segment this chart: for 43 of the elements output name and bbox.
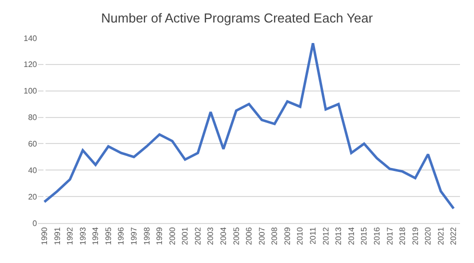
x-tick-label: 2012 <box>321 226 330 245</box>
x-tick-label: 2011 <box>308 226 318 244</box>
y-tick-label: 80 <box>28 113 38 122</box>
x-tick-label: 1995 <box>104 226 113 245</box>
x-tick-label: 1999 <box>155 226 164 245</box>
y-tick-label: 100 <box>24 86 38 96</box>
x-tick-label: 2017 <box>385 226 394 245</box>
x-tick-label: 2005 <box>232 226 241 245</box>
y-tick-label: 20 <box>28 192 38 202</box>
x-tick-label: 2002 <box>193 226 202 245</box>
x-tick-label: 2004 <box>219 226 228 245</box>
x-tick-label: 2001 <box>180 226 190 245</box>
x-tick-label: 2013 <box>334 226 344 245</box>
x-tick-label: 2022 <box>449 226 458 245</box>
y-tick-label: 140 <box>24 34 38 43</box>
y-tick-label: 0 <box>32 218 38 228</box>
x-tick-label: 1990 <box>40 226 49 245</box>
x-tick-label: 1994 <box>91 226 100 245</box>
x-tick-label: 2020 <box>424 226 433 245</box>
x-tick-label: 2010 <box>296 226 305 245</box>
x-tick-label: 2015 <box>360 226 369 245</box>
x-tick-label: 2000 <box>168 226 177 245</box>
x-tick-label: 2019 <box>410 226 420 245</box>
x-tick-label: 1998 <box>142 226 152 245</box>
y-tick-label: 60 <box>28 140 38 149</box>
x-tick-label: 2016 <box>372 226 382 245</box>
x-tick-label: 2007 <box>257 226 266 245</box>
line-series <box>43 42 455 210</box>
x-tick-label: 1997 <box>130 226 139 245</box>
x-tick-label: 1991 <box>52 226 62 245</box>
x-tick-label: 2018 <box>398 226 408 245</box>
x-tick-label: 1993 <box>78 226 88 245</box>
x-tick-label: 2008 <box>270 226 280 245</box>
x-tick-label: 2009 <box>282 226 292 245</box>
x-tick-label: 2014 <box>346 226 356 245</box>
x-tick-label: 2003 <box>206 226 216 245</box>
y-tick-label: 40 <box>28 166 38 175</box>
x-tick-label: 1992 <box>66 226 75 245</box>
y-tick-label: 120 <box>24 60 38 70</box>
x-tick-label: 2006 <box>244 226 254 245</box>
x-tick-label: 1996 <box>116 226 126 245</box>
chart-title: Number of Active Programs Created Each Year <box>101 10 374 26</box>
x-tick-label: 2021 <box>436 226 446 245</box>
